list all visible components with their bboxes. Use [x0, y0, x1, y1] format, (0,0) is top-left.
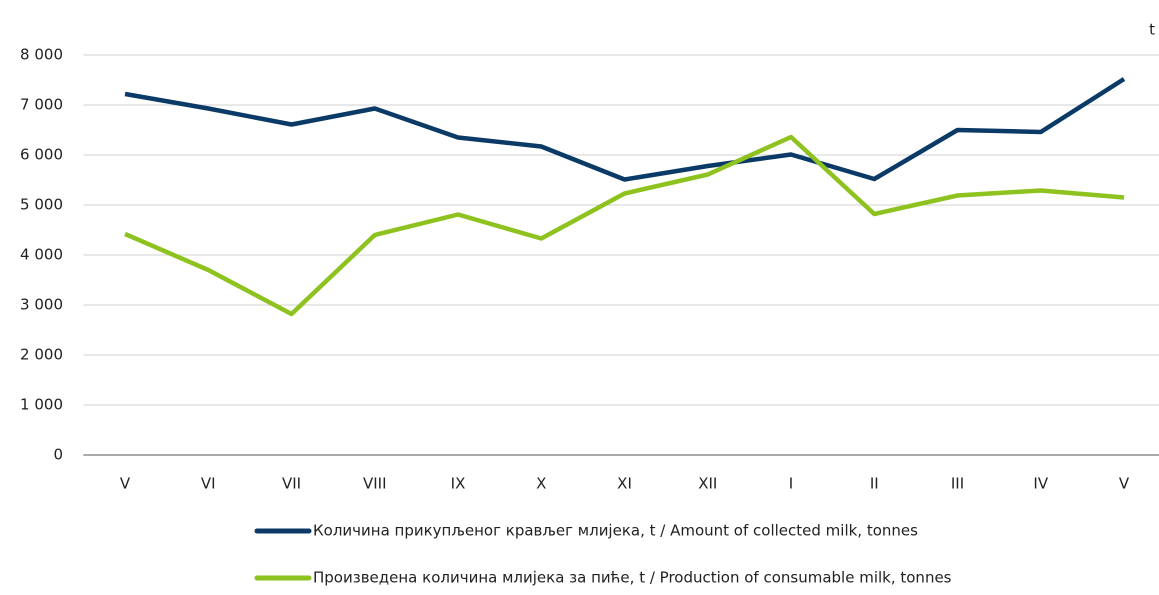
y-tick-label: 4 000	[20, 246, 63, 264]
x-tick-label: V	[1119, 475, 1130, 493]
series-line	[124, 77, 1126, 182]
series-line	[124, 134, 1125, 317]
x-tick-label: VII	[282, 475, 301, 493]
legend-label: Количина прикупљеног крављег млијека, t …	[313, 522, 918, 540]
unit-label: t	[1149, 21, 1155, 39]
x-tick-label: VIII	[363, 475, 387, 493]
x-tick-label: VI	[201, 475, 216, 493]
x-tick-label: XI	[617, 475, 632, 493]
y-tick-label: 3 000	[20, 296, 63, 314]
y-tick-label: 5 000	[20, 196, 63, 214]
y-tick-label: 0	[53, 446, 63, 464]
x-tick-label: IX	[451, 475, 466, 493]
x-tick-label: I	[789, 475, 793, 493]
legend-label: Произведена количина млијека за пиће, t …	[313, 569, 952, 587]
x-tick-label: XII	[698, 475, 717, 493]
x-tick-label: IV	[1033, 475, 1048, 493]
y-tick-label: 6 000	[20, 146, 63, 164]
x-tick-label: X	[536, 475, 546, 493]
x-tick-label: III	[951, 475, 964, 493]
y-tick-label: 7 000	[20, 96, 63, 114]
x-tick-label: II	[870, 475, 879, 493]
y-tick-label: 2 000	[20, 346, 63, 364]
x-tick-label: V	[120, 475, 131, 493]
y-tick-label: 1 000	[20, 396, 63, 414]
y-tick-label: 8 000	[20, 46, 63, 64]
